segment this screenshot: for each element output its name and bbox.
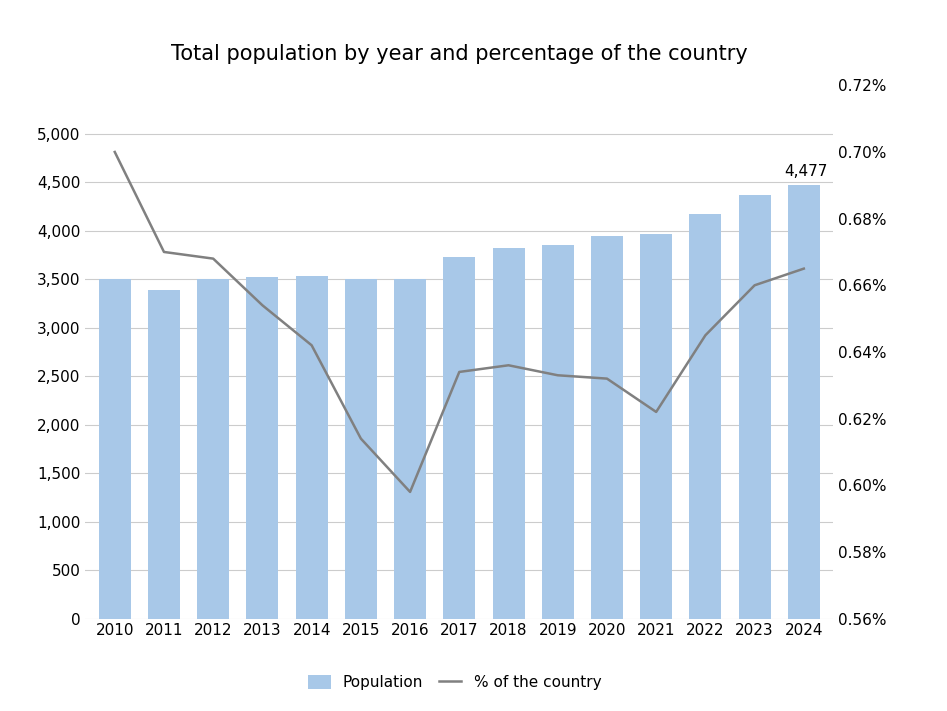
Bar [246,277,278,619]
Bar [295,277,328,619]
Bar [197,279,229,619]
% of the country [158,247,170,256]
Bar [148,290,180,619]
% of the country [404,488,416,496]
Title: Total population by year and percentage of the country: Total population by year and percentage … [170,44,748,64]
% of the country [454,368,465,376]
Text: 4,477: 4,477 [785,164,828,179]
% of the country [109,148,120,156]
% of the country [306,341,317,350]
Bar [542,245,574,619]
Bar [492,248,525,619]
Bar [788,184,820,619]
% of the country [651,407,662,416]
Bar [394,279,426,619]
% of the country [749,281,760,289]
% of the country [207,255,219,263]
% of the country [798,264,810,273]
Line: % of the country: % of the country [115,152,804,492]
Bar [345,279,377,619]
Bar [591,235,623,619]
Bar [739,195,771,619]
Bar [443,257,475,619]
Legend: Population, % of the country: Population, % of the country [302,669,607,696]
% of the country [257,301,268,309]
Bar [640,234,672,619]
% of the country [552,371,563,380]
Bar [689,214,722,619]
Bar [98,279,131,619]
% of the country [503,361,514,370]
% of the country [700,331,711,340]
% of the country [601,374,613,383]
% of the country [355,434,366,443]
